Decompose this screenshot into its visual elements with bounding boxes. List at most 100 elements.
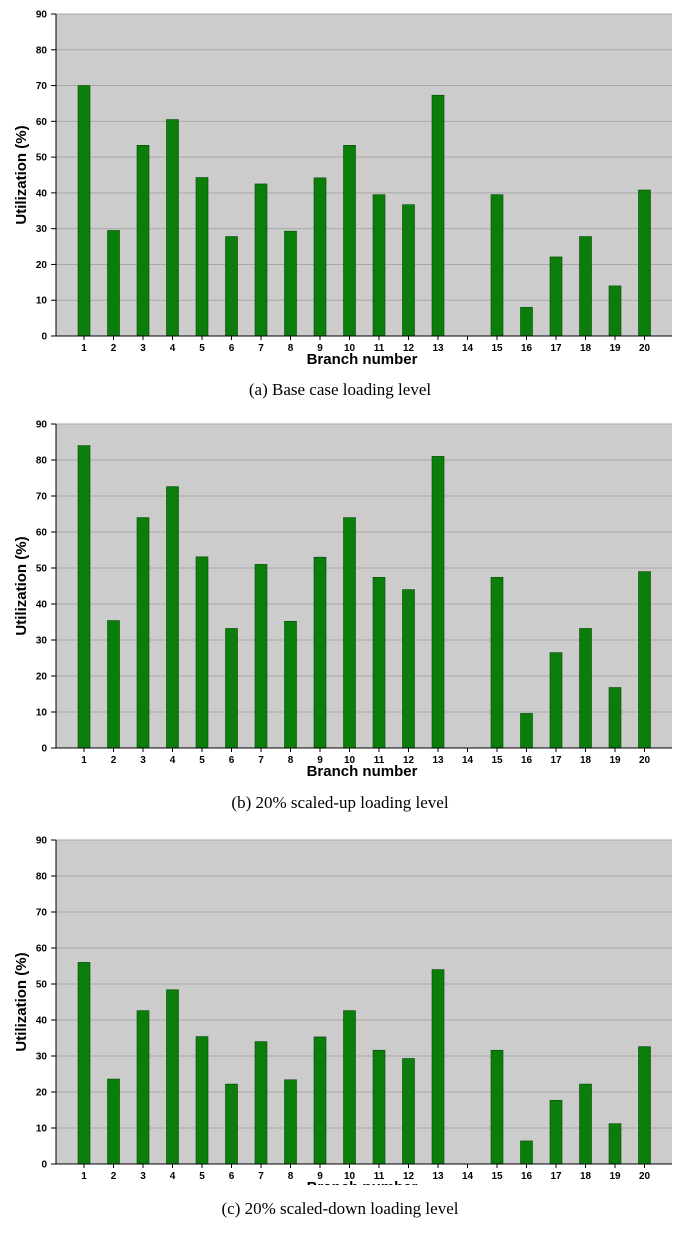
y-tick-label: 50 [36, 980, 48, 991]
x-tick-label: 13 [432, 343, 444, 354]
x-tick-label: 1 [81, 1171, 87, 1182]
x-tick-label: 14 [462, 343, 474, 354]
y-tick-label: 10 [36, 708, 48, 719]
x-tick-label: 16 [521, 1171, 533, 1182]
bar [579, 1083, 592, 1165]
bar [166, 119, 179, 337]
x-tick-label: 11 [374, 1171, 385, 1182]
bar [313, 1036, 327, 1165]
bar [225, 236, 238, 337]
y-tick-label: 90 [36, 420, 48, 431]
bar [372, 1049, 386, 1165]
x-axis-title: Branch number [307, 1179, 418, 1185]
bar [549, 256, 563, 337]
bar [107, 1078, 120, 1165]
x-tick-label: 18 [580, 1171, 592, 1182]
plot-area [56, 424, 672, 748]
x-tick-label: 4 [170, 1171, 176, 1182]
y-tick-label: 80 [36, 872, 48, 883]
x-tick-label: 18 [580, 755, 592, 766]
x-tick-label: 18 [580, 343, 592, 354]
x-tick-label: 17 [550, 755, 562, 766]
bar [77, 445, 91, 749]
bar [136, 145, 150, 337]
x-tick-label: 11 [374, 755, 385, 766]
x-tick-label: 6 [229, 343, 235, 354]
y-tick-label: 10 [36, 1124, 48, 1135]
y-tick-label: 20 [36, 1088, 48, 1099]
bar [431, 456, 445, 749]
bar [225, 628, 238, 749]
x-tick-label: 10 [344, 343, 356, 354]
x-tick-label: 6 [229, 1171, 235, 1182]
y-axis-title: Utilization (%) [13, 536, 30, 635]
bar [225, 1083, 238, 1165]
bar [608, 285, 622, 337]
x-tick-label: 3 [140, 343, 146, 354]
bar [77, 85, 91, 337]
y-tick-label: 70 [36, 492, 48, 503]
x-tick-label: 19 [609, 1171, 621, 1182]
x-tick-label: 20 [639, 1171, 651, 1182]
bar [579, 628, 592, 749]
x-axis-title: Branch number [307, 763, 418, 780]
x-tick-label: 8 [288, 1171, 294, 1182]
bar [638, 189, 651, 337]
bar [549, 652, 563, 749]
chart-panel-a: 0 10 20 30 40 50 60 70 80 90 1 2 3 4 5 6 7 8 9 10 11 12 13 14 15… [0, 0, 680, 410]
y-tick-label: 30 [36, 1052, 48, 1063]
y-tick-label: 0 [41, 744, 47, 755]
x-tick-label: 15 [491, 755, 503, 766]
x-tick-label: 14 [462, 755, 474, 766]
bar [77, 962, 91, 1165]
bar [166, 486, 179, 749]
bar [402, 1058, 415, 1165]
x-tick-label: 9 [317, 343, 323, 354]
bar [284, 620, 297, 749]
x-tick-label: 12 [403, 755, 415, 766]
x-tick-label: 1 [81, 755, 87, 766]
y-tick-label: 80 [36, 45, 48, 56]
bar [431, 94, 445, 337]
x-tick-label: 5 [199, 343, 205, 354]
bar [520, 713, 533, 749]
y-tick-label: 50 [36, 153, 48, 164]
y-tick-label: 20 [36, 672, 48, 683]
bar [254, 564, 268, 749]
x-tick-label: 17 [550, 1171, 562, 1182]
x-tick-label: 7 [258, 755, 264, 766]
x-tick-label: 15 [491, 343, 503, 354]
bar [343, 517, 356, 749]
bar [638, 571, 651, 749]
x-tick-label: 15 [491, 1171, 503, 1182]
bar [490, 577, 504, 749]
chart-panel-c: 0 10 20 30 40 50 60 70 80 90 1 2 3 4 5 6 7 8 9 10 11 12 13 14 15… [0, 825, 680, 1243]
plot-area [56, 840, 672, 1164]
y-tick-label: 70 [36, 908, 48, 919]
x-tick-label: 2 [111, 1171, 117, 1182]
bar [136, 1010, 150, 1165]
y-tick-label: 40 [36, 188, 48, 199]
x-tick-label: 10 [344, 755, 356, 766]
x-tick-label: 20 [639, 755, 651, 766]
bar [195, 1036, 209, 1165]
y-tick-label: 60 [36, 117, 48, 128]
x-tick-label: 4 [170, 755, 176, 766]
bar [136, 517, 150, 749]
x-tick-label: 16 [521, 755, 533, 766]
y-tick-label: 40 [36, 600, 48, 611]
bar [284, 1079, 297, 1165]
x-tick-label: 9 [317, 1171, 323, 1182]
x-tick-label: 4 [170, 343, 176, 354]
x-tick-label: 7 [258, 1171, 264, 1182]
bar [313, 177, 327, 337]
x-tick-label: 6 [229, 755, 235, 766]
x-tick-label: 14 [462, 1171, 474, 1182]
bar [343, 145, 356, 337]
bar [313, 556, 327, 749]
caption-b: (b) 20% scaled-up loading level [231, 793, 449, 812]
bar [195, 556, 209, 749]
